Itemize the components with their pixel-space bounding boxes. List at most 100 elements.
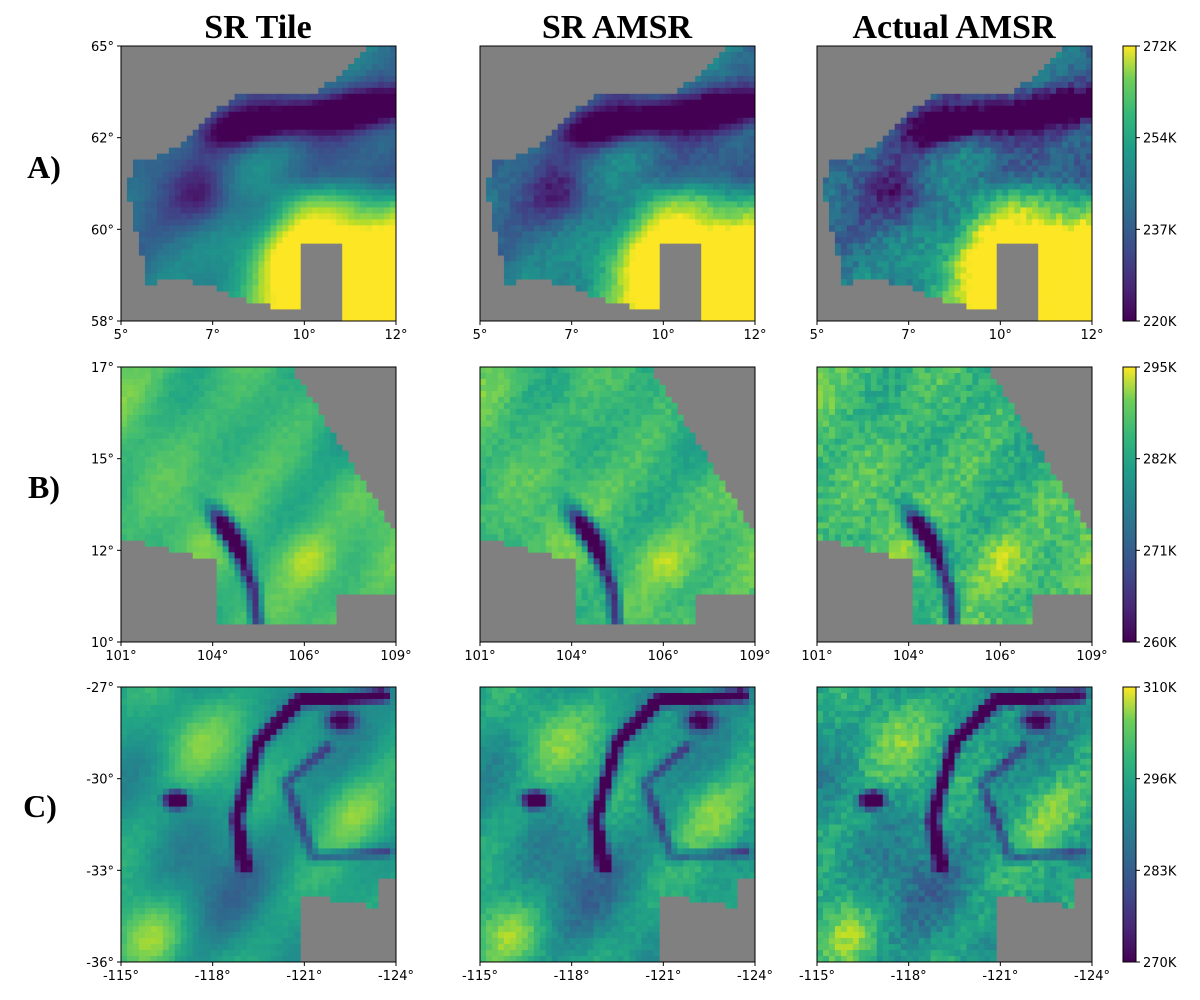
heatmap-cell [1044,63,1051,71]
heatmap-cell [551,243,559,250]
heatmap-cell [725,237,732,244]
heatmap-cell [1056,87,1063,95]
heatmap-cell [882,201,890,208]
heatmap-cell [906,249,913,256]
heatmap-cell [246,105,253,113]
heatmap-cell [294,456,301,463]
heatmap-cell [1044,315,1051,322]
heatmap-cell [641,279,648,286]
heatmap-cell [294,297,301,304]
heatmap-cell [360,225,367,232]
heatmap-cell [918,147,925,154]
heatmap-cell [623,225,630,232]
heatmap-cell [641,261,648,268]
heatmap-cell [972,255,979,262]
heatmap-cell [390,231,397,238]
heatmap-cell [966,99,973,107]
heatmap-cell [228,195,235,202]
heatmap-cell [623,153,630,160]
heatmap-cell [1002,207,1009,214]
heatmap-cell [569,141,576,148]
heatmap-cell [605,141,612,148]
heatmap-cell [138,402,146,410]
heatmap-cell [731,219,738,226]
heatmap-cell [138,249,146,256]
heatmap-cell [294,195,301,202]
heatmap-cell [228,420,235,428]
panel-row-b-col-1: 101° 104° 106° 109°17°15°12°10° [91,361,412,664]
heatmap-cell [270,372,277,380]
heatmap-cell [1080,297,1087,304]
heatmap-cell [1056,57,1063,65]
heatmap-cell [1050,165,1057,172]
heatmap-cell [509,201,517,208]
heatmap-cell [162,231,170,238]
heatmap-cell [138,420,146,428]
heatmap-cell [545,201,553,208]
heatmap-cell [605,165,612,172]
heatmap-cell [270,219,277,226]
heatmap-cell [132,384,140,392]
heatmap-cell [240,111,247,119]
heatmap-cell [641,93,648,101]
heatmap-cell [354,93,361,101]
heatmap-cell [864,255,872,262]
heatmap-cell [557,177,565,184]
heatmap-cell [192,189,200,196]
heatmap-cell [1056,171,1063,178]
heatmap-cell [683,207,690,214]
heatmap-cell [996,99,1003,107]
heatmap-cell [348,249,355,256]
heatmap-cell [174,255,182,262]
heatmap-cell [846,171,854,178]
heatmap-cell [384,303,391,310]
heatmap-cell [1050,255,1057,262]
heatmap-cell [557,231,565,238]
heatmap-cell [378,243,385,250]
heatmap-cell [264,468,271,475]
heatmap-cell [312,201,319,208]
heatmap-cell [882,249,890,256]
heatmap-cell [348,177,355,184]
heatmap-cell [888,267,896,274]
heatmap-cell [653,183,660,190]
heatmap-cell [1038,237,1045,244]
heatmap-cell [306,207,313,214]
heatmap-cell [294,261,301,268]
heatmap-cell [180,165,188,172]
heatmap-cell [659,195,666,202]
heatmap-cell [677,177,684,184]
heatmap-cell [1080,261,1087,268]
heatmap-cell [1074,231,1081,238]
heatmap-cell [324,462,331,469]
heatmap-cell [270,99,277,107]
heatmap-cell [168,462,176,469]
heatmap-cell [749,255,756,262]
heatmap-cell [270,159,277,166]
heatmap-cell [545,135,553,142]
heatmap-cell [126,367,134,374]
heatmap-cell [312,147,319,154]
heatmap-cell [246,93,253,101]
heatmap-cell [611,207,618,214]
heatmap-cell [132,420,140,428]
heatmap-cell [174,177,182,184]
heatmap-cell [984,261,991,268]
heatmap-cell [1026,99,1033,107]
heatmap-cell [581,255,588,262]
heatmap-cell [1080,303,1087,310]
heatmap-cell [372,81,379,89]
heatmap-cell [882,243,890,250]
heatmap-cell [599,99,606,107]
heatmap-cell [330,99,337,107]
heatmap-cell [390,243,397,250]
heatmap-cell [1056,201,1063,208]
heatmap-cell [707,105,714,113]
heatmap-cell [743,129,750,137]
heatmap-cell [701,267,708,274]
heatmap-cell [557,237,565,244]
heatmap-cell [288,225,295,232]
heatmap-cell [665,93,672,101]
heatmap-cell [324,177,331,184]
heatmap-cell [1068,279,1075,286]
